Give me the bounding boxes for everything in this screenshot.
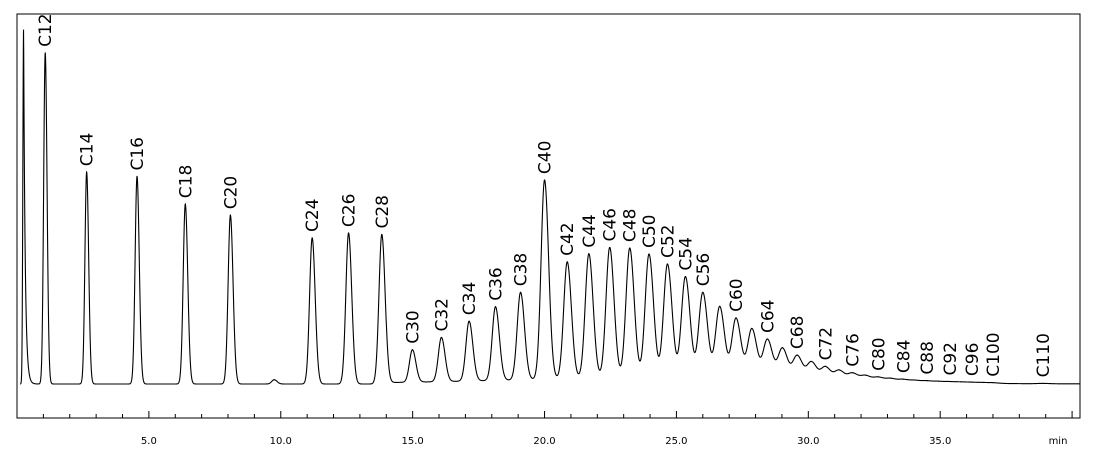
peak-label: C30 — [403, 310, 423, 344]
x-tick-label: 25.0 — [665, 436, 687, 447]
peak-label: C24 — [303, 198, 323, 232]
peak-label: C88 — [918, 341, 938, 375]
peak-apex — [751, 327, 753, 330]
peak-apex — [184, 203, 186, 205]
peak-apex — [629, 247, 631, 249]
peak-label: C72 — [817, 327, 837, 361]
chromatogram-trace — [20, 29, 1080, 385]
x-tick-label: 35.0 — [929, 436, 951, 447]
peak-apex — [810, 360, 813, 363]
peak-label: C48 — [621, 209, 641, 243]
peak-label: C110 — [1034, 333, 1054, 377]
peak-apex — [960, 381, 962, 383]
peak-apex — [86, 171, 88, 173]
peak-label: C40 — [536, 141, 556, 175]
peak-label: C52 — [659, 224, 679, 258]
peak-apex — [311, 237, 313, 239]
peak-label: C46 — [601, 208, 621, 242]
peak-label: C42 — [558, 222, 578, 256]
peak-apex — [938, 380, 940, 382]
x-tick-label: 15.0 — [402, 436, 424, 447]
peak-apex — [273, 379, 275, 381]
plot-border — [16, 13, 1081, 419]
peak-apex — [519, 291, 522, 293]
peak-label: C92 — [941, 342, 961, 376]
peak-label: C18 — [176, 165, 196, 199]
peak-apex — [781, 347, 784, 349]
peak-apex — [926, 380, 928, 382]
peak-labels: C12 C14 C16 C18 C20 C24 C26 C28 C30 C32 C34 C36 C38 C… — [36, 13, 1054, 377]
x-unit-label: min — [1049, 436, 1068, 447]
peak-apex — [411, 349, 413, 351]
peak-apex — [914, 379, 916, 381]
x-tick-label: 5.0 — [141, 436, 157, 447]
peak-apex — [824, 365, 827, 367]
peak-label: C44 — [580, 214, 600, 248]
x-axis: 5.0 10.0 15.0 20.0 25.0 30.0 35.0 min — [42, 411, 1073, 447]
trace-group — [20, 29, 1080, 385]
peak-label: C76 — [844, 333, 864, 367]
peak-apex — [702, 291, 704, 293]
peak-apex — [838, 369, 840, 371]
peak-apex — [852, 372, 854, 374]
peak-label: C32 — [432, 298, 452, 332]
peak-label: C14 — [78, 133, 98, 167]
peak-apex — [735, 317, 737, 319]
peak-label: C26 — [340, 194, 360, 228]
x-tick-label: 10.0 — [270, 436, 292, 447]
peak-label: C64 — [758, 299, 778, 333]
peak-label: C12 — [36, 13, 56, 47]
peak-apex — [684, 275, 686, 278]
peak-label: C16 — [128, 137, 148, 171]
peak-apex — [609, 246, 611, 249]
peak-apex — [1042, 382, 1044, 384]
peak-apex — [666, 263, 669, 265]
x-tick-label: 20.0 — [533, 436, 555, 447]
peak-label: C34 — [460, 282, 480, 316]
peak-apex — [982, 381, 984, 384]
peak-apex — [877, 376, 880, 378]
peak-label: C56 — [694, 253, 714, 287]
peak-label: C38 — [512, 253, 532, 287]
peak-apex — [566, 261, 568, 263]
peak-apex — [890, 377, 892, 379]
peak-apex — [44, 52, 46, 54]
peak-apex — [229, 214, 231, 216]
peak-label: C84 — [894, 340, 914, 374]
peak-label: C20 — [221, 176, 241, 210]
peak-apex — [719, 305, 721, 307]
peak-apex — [468, 320, 470, 322]
peak-label: C50 — [640, 214, 660, 248]
peak-apex — [971, 381, 973, 383]
peak-apex — [136, 175, 138, 178]
plot-frame — [16, 13, 1081, 419]
peak-apex — [949, 380, 951, 383]
peak-label: C36 — [487, 267, 507, 301]
peak-label: C54 — [676, 237, 696, 271]
peak-apex — [766, 338, 769, 340]
peak-label: C60 — [727, 278, 747, 312]
peak-apex — [543, 179, 546, 181]
peak-label: C28 — [373, 195, 393, 229]
peak-apex — [648, 253, 650, 255]
peak-apex — [588, 253, 590, 255]
peak-label: C80 — [870, 337, 890, 371]
peak-apex — [992, 382, 994, 384]
peak-apex — [864, 374, 867, 376]
peak-label: C100 — [984, 332, 1004, 376]
x-tick-label: 30.0 — [797, 436, 819, 447]
peak-apex — [381, 233, 383, 236]
peak-apex — [902, 378, 904, 380]
peak-apex — [440, 336, 443, 339]
peak-label: C96 — [963, 343, 983, 377]
peak-apex — [796, 354, 798, 356]
peak-apex — [347, 232, 350, 234]
peak-label: C68 — [788, 316, 808, 350]
peak-apex — [494, 306, 497, 308]
